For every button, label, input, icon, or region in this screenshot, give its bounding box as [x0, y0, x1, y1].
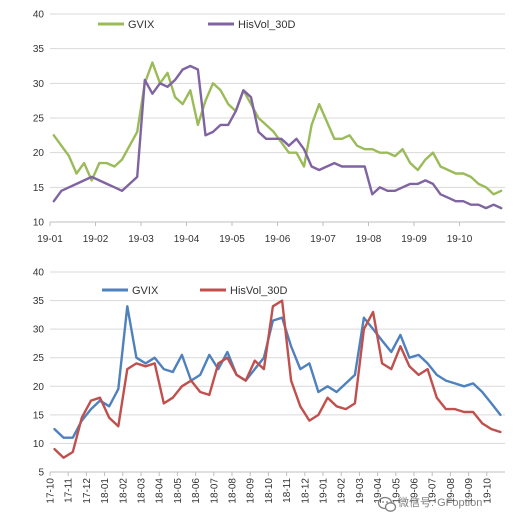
- y-tick-label: 25: [33, 114, 45, 125]
- x-tick-label: 19-08: [446, 478, 457, 504]
- x-tick-label: 18-12: [300, 478, 311, 504]
- x-tick-label: 19-03: [355, 478, 366, 504]
- x-tick-label: 19-10: [447, 234, 473, 245]
- y-tick-label: 20: [33, 148, 45, 159]
- series-line-1: [52, 61, 503, 196]
- y-tick-label: 35: [33, 44, 45, 55]
- x-tick-label: 19-07: [310, 234, 336, 245]
- y-tick-label: 20: [33, 382, 45, 393]
- series-line-1: [53, 305, 502, 439]
- x-tick-label: 19-09: [464, 478, 475, 504]
- x-tick-label: 17-11: [64, 478, 75, 503]
- watermark: 微信号: GFoption: [377, 495, 482, 512]
- x-tick-label: 18-04: [155, 478, 166, 504]
- y-tick-label: 5: [38, 468, 44, 479]
- x-tick-label: 19-05: [391, 478, 402, 504]
- x-tick-label: 18-06: [191, 478, 202, 504]
- x-tick-label: 19-03: [128, 234, 154, 245]
- x-tick-label: 19-01: [37, 234, 63, 245]
- wechat-icon: [377, 496, 397, 512]
- x-tick-label: 18-10: [264, 478, 275, 504]
- chart-bottom: 5 10 15 20 25 30 35 40 17-10 17-11 17-12 18-01 18-02…: [33, 268, 505, 504]
- series-line-2: [52, 64, 503, 210]
- watermark-text: 微信号: GFoption: [398, 495, 482, 509]
- y-tick-label: 30: [33, 325, 45, 336]
- x-tick-label: 18-09: [246, 478, 257, 504]
- y-tick-label: 15: [33, 410, 45, 421]
- x-tick-label: 19-02: [337, 478, 348, 504]
- x-tick-label: 18-11: [282, 478, 293, 503]
- x-tick-label: 18-03: [137, 478, 148, 504]
- legend-label: HisVol_30D: [238, 19, 296, 31]
- x-tick-label: 18-08: [228, 478, 239, 504]
- x-tick-label: 19-06: [410, 478, 421, 504]
- x-tick-label: 18-02: [118, 478, 129, 504]
- x-tick-label: 17-10: [46, 478, 57, 504]
- legend-label: HisVol_30D: [230, 285, 288, 297]
- x-tick-label: 19-10: [482, 478, 493, 504]
- x-tick-label: 18-01: [100, 478, 111, 504]
- legend-label: GVIX: [132, 285, 159, 297]
- x-tick-label: 18-05: [173, 478, 184, 504]
- y-tick-label: 10: [33, 218, 45, 229]
- x-tick-label: 19-08: [356, 234, 382, 245]
- y-tick-label: 30: [33, 79, 45, 90]
- x-tick-label: 19-04: [373, 478, 384, 504]
- x-tick-label: 18-07: [209, 478, 220, 504]
- x-tick-label: 19-05: [219, 234, 245, 245]
- y-tick-label: 10: [33, 439, 45, 450]
- y-tick-label: 35: [33, 296, 45, 307]
- series-line-2: [53, 299, 502, 459]
- x-tick-label: 19-01: [319, 478, 330, 504]
- legend-label: GVIX: [128, 19, 155, 31]
- x-tick-label: 19-07: [428, 478, 439, 504]
- x-tick-label: 17-12: [82, 478, 93, 504]
- y-tick-label: 15: [33, 183, 45, 194]
- x-tick-label: 19-02: [83, 234, 109, 245]
- x-tick-label: 19-06: [265, 234, 291, 245]
- y-tick-label: 25: [33, 353, 45, 364]
- x-tick-label: 19-09: [401, 234, 427, 245]
- y-tick-label: 40: [33, 10, 45, 21]
- x-tick-label: 19-04: [174, 234, 200, 245]
- chart-top: 10 15 20 25 30 35 40 19-01 19-02 19-03 19-04 19-05 1…: [33, 10, 505, 245]
- y-tick-label: 40: [33, 268, 45, 279]
